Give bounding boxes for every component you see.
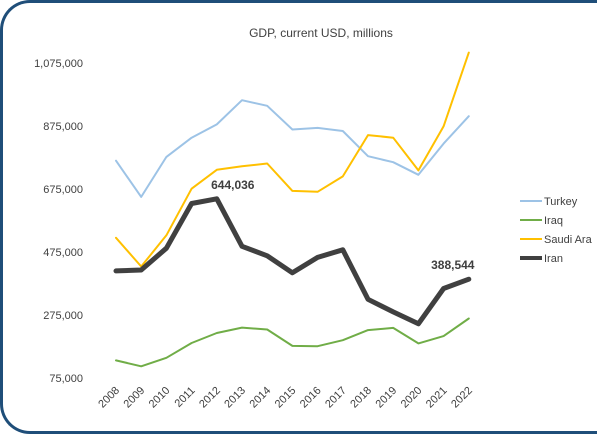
legend-label: Iran <box>544 253 563 265</box>
series-line-saudi-arabia <box>115 51 470 268</box>
x-tick-label: 2019 <box>374 385 400 411</box>
x-tick-label: 2015 <box>273 385 299 411</box>
x-tick-label: 2020 <box>399 385 425 411</box>
series-line-iran <box>113 196 472 327</box>
legend: Turkey Iraq Saudi Ara Iran <box>520 196 593 265</box>
data-label: 644,036 <box>211 178 255 192</box>
x-tick-label: 2021 <box>424 385 450 411</box>
legend-label: Iraq <box>544 215 563 227</box>
y-tick-label: 275,000 <box>43 310 83 322</box>
x-tick-label: 2018 <box>348 385 374 411</box>
y-tick-label: 675,000 <box>43 184 83 196</box>
y-tick-label: 475,000 <box>43 247 83 259</box>
x-tick-label: 2009 <box>122 385 148 411</box>
y-axis: 1,075,000 875,000 675,000 475,000 275,000 75,… <box>34 58 83 385</box>
y-tick-label: 875,000 <box>43 121 83 133</box>
x-tick-label: 2010 <box>147 385 173 411</box>
x-axis: 2008 2009 2010 2011 2012 2013 2014 2015 2016 2017… <box>96 385 475 411</box>
x-tick-label: 2016 <box>298 385 324 411</box>
series-lines <box>113 51 472 368</box>
y-tick-label: 75,000 <box>49 373 83 385</box>
data-labels: 644,036 388,544 <box>211 178 475 272</box>
chart-title: GDP, current USD, millions <box>249 26 393 40</box>
x-tick-label: 2008 <box>96 385 122 411</box>
x-tick-label: 2012 <box>197 385 223 411</box>
y-tick-label: 1,075,000 <box>34 58 83 70</box>
series-line-turkey <box>115 99 470 198</box>
line-chart: GDP, current USD, millions 1,075,000 875,… <box>34 26 593 411</box>
x-tick-label: 2017 <box>323 385 349 411</box>
x-tick-label: 2011 <box>173 385 198 410</box>
legend-label: Turkey <box>544 196 578 208</box>
x-tick-label: 2022 <box>449 385 475 411</box>
x-tick-label: 2014 <box>248 385 274 411</box>
x-tick-label: 2013 <box>222 385 248 411</box>
legend-label: Saudi Ara <box>544 234 593 246</box>
data-label: 388,544 <box>431 258 475 272</box>
series-line-iraq <box>115 317 470 368</box>
